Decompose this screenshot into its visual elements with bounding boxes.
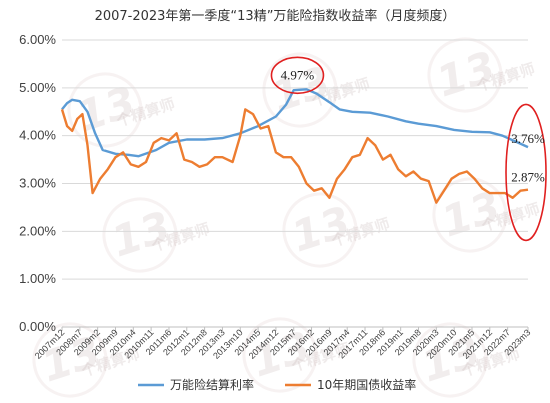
- annotations: 4.97% 3.76% 2.87%: [270, 56, 547, 242]
- series-line: [61, 88, 529, 158]
- watermark-ring: [67, 72, 143, 148]
- watermark-ring: [412, 322, 488, 398]
- annotation-label: 2.87%: [511, 170, 545, 185]
- watermark-ring: [427, 37, 503, 113]
- annotation-label: 4.97%: [281, 67, 315, 82]
- watermark-ring: [242, 317, 318, 393]
- annotation-label: 3.76%: [511, 131, 545, 146]
- plot-area: [60, 88, 529, 204]
- highlight-ellipse: [270, 56, 325, 95]
- watermark-ring: [432, 177, 508, 253]
- legend-label: 10年期国债收益率: [317, 377, 416, 392]
- y-tick-label: 4.00%: [19, 128, 56, 143]
- y-tick-label: 6.00%: [19, 32, 56, 47]
- y-tick-label: 0.00%: [19, 319, 56, 334]
- legend-label: 万能险结算利率: [170, 377, 254, 392]
- y-axis: 0.00% 1.00% 2.00% 3.00% 4.00% 5.00% 6.00%: [19, 32, 56, 334]
- watermark-ring: [262, 52, 338, 128]
- y-tick-label: 3.00%: [19, 176, 56, 191]
- watermark-ring: [102, 197, 178, 273]
- watermark-ring: [282, 192, 358, 268]
- y-tick-label: 5.00%: [19, 80, 56, 95]
- gridlines: [62, 39, 528, 328]
- highlight-ellipse: [505, 103, 547, 242]
- series-line: [60, 108, 529, 204]
- legend: 万能险结算利率 10年期国债收益率: [138, 377, 416, 392]
- watermark-ring: [32, 322, 108, 398]
- y-tick-label: 2.00%: [19, 223, 56, 238]
- chart-title: 2007-2023年第一季度“13精”万能险指数收益率（月度频度）: [95, 8, 456, 24]
- y-tick-label: 1.00%: [19, 271, 56, 286]
